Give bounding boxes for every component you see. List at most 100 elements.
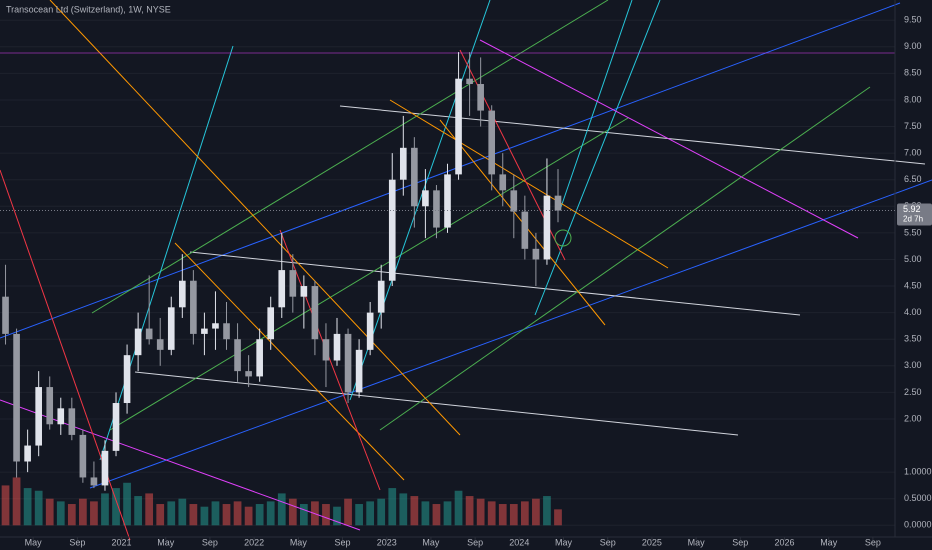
- volume-bar: [79, 498, 87, 526]
- candle-body: [68, 408, 76, 435]
- trend-line: [174, 242, 405, 481]
- volume-bar: [366, 501, 375, 526]
- y-tick-label: 2.00: [904, 413, 922, 423]
- candle-body: [201, 328, 208, 334]
- y-tick-label: 5.00: [904, 254, 922, 264]
- candle-body: [477, 84, 484, 111]
- circle-marker: [554, 229, 572, 247]
- volume-bar: [255, 504, 264, 526]
- volume-bar: [476, 498, 485, 526]
- candle-body: [13, 333, 20, 462]
- volume-bar: [200, 506, 209, 526]
- trend-line: [49, 0, 461, 436]
- y-tick-label: 8.00: [904, 94, 922, 104]
- candle-body: [256, 339, 263, 377]
- y-tick-label: 1.0000: [904, 467, 932, 477]
- y-tick-label: 6.50: [904, 174, 922, 184]
- trend-line: [379, 86, 871, 431]
- volume-bar: [377, 498, 386, 526]
- x-tick-label: May: [820, 537, 838, 547]
- candle-body: [300, 286, 308, 297]
- trend-line: [99, 45, 234, 461]
- volume-bar: [532, 498, 540, 526]
- x-tick-label: Sep: [69, 537, 85, 547]
- y-tick-label: 4.00: [904, 307, 922, 317]
- volume-bar: [134, 496, 142, 526]
- volume-bar: [167, 501, 176, 526]
- candle-body: [521, 211, 529, 249]
- volume-bar: [543, 496, 551, 526]
- y-tick-label: 7.50: [904, 121, 922, 131]
- trend-line: [89, 179, 932, 489]
- x-tick-label: 2026: [774, 537, 794, 547]
- candle-body: [488, 110, 496, 175]
- volume-bar: [554, 509, 562, 526]
- volume-bar: [145, 493, 154, 526]
- x-tick-label: Sep: [865, 537, 881, 547]
- y-tick-label: 4.50: [904, 280, 922, 290]
- candle-body: [267, 307, 275, 340]
- countdown-label: 2d 7h: [903, 215, 923, 224]
- volume-bar: [233, 501, 242, 526]
- candle-body: [134, 328, 142, 356]
- candle-body: [179, 280, 186, 308]
- last-price-label: 5.92: [903, 204, 921, 214]
- trend-line: [109, 117, 629, 431]
- trend-line: [134, 371, 739, 436]
- volume-bar: [498, 504, 507, 526]
- candle-body: [35, 387, 42, 446]
- y-tick-label: 3.00: [904, 360, 922, 370]
- x-tick-label: 2023: [377, 537, 397, 547]
- candle-body: [156, 339, 164, 350]
- candle-body: [543, 195, 551, 260]
- volume-bar: [90, 501, 98, 526]
- volume-bar: [399, 493, 408, 526]
- candle-body: [444, 174, 451, 228]
- trend-line: [559, 0, 633, 211]
- y-tick-label: 9.50: [904, 15, 922, 25]
- x-tick-label: May: [157, 537, 175, 547]
- volume-bar: [244, 506, 253, 526]
- candle-body: [422, 190, 429, 207]
- x-tick-label: 2024: [509, 537, 529, 547]
- x-tick-label: May: [555, 537, 573, 547]
- candle-body: [245, 371, 252, 377]
- volume-bar: [487, 501, 496, 526]
- x-tick-label: May: [25, 537, 43, 547]
- y-tick-label: 0.5000: [904, 493, 932, 503]
- volume-bar: [454, 490, 463, 526]
- candle-body: [46, 387, 54, 425]
- volume-bar: [67, 504, 76, 526]
- candle-body: [344, 333, 352, 393]
- volume-bar: [1, 485, 10, 526]
- x-tick-label: 2025: [642, 537, 662, 547]
- candle-layer: [2, 52, 562, 491]
- volume-bar: [410, 496, 419, 526]
- y-tick-label: 8.50: [904, 68, 922, 78]
- volume-bar: [156, 504, 165, 526]
- candle-body: [57, 408, 65, 425]
- volume-bar: [299, 504, 308, 526]
- candle-body: [123, 355, 131, 404]
- y-tick-label: 7.00: [904, 147, 922, 157]
- candle-body: [190, 280, 197, 334]
- y-tick-label: 9.00: [904, 41, 922, 51]
- trend-line: [189, 251, 801, 316]
- volume-bar: [178, 498, 187, 526]
- volume-bar: [45, 498, 54, 526]
- candle-body: [112, 403, 120, 451]
- volume-bar: [266, 501, 275, 526]
- candle-body: [366, 312, 374, 350]
- volume-bar: [344, 498, 352, 526]
- volume-bar: [222, 504, 231, 526]
- volume-bar: [123, 482, 131, 526]
- trend-line: [339, 105, 926, 165]
- candle-body: [2, 296, 9, 334]
- candle-body: [223, 323, 230, 340]
- candle-body: [167, 307, 175, 350]
- candle-body: [532, 248, 540, 260]
- x-tick-label: Sep: [202, 537, 218, 547]
- volume-bar: [101, 493, 109, 526]
- candle-body: [145, 328, 153, 340]
- candle-body: [289, 270, 297, 297]
